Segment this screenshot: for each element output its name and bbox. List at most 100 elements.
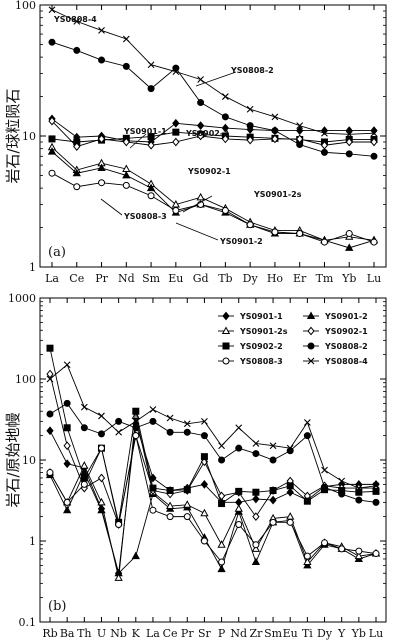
data-point xyxy=(132,417,140,425)
data-point xyxy=(252,450,260,458)
data-point xyxy=(345,150,353,158)
x-tick-label: Nd xyxy=(118,272,135,285)
data-point xyxy=(97,163,106,171)
data-point xyxy=(372,498,380,506)
y-tick-label: 10 xyxy=(22,454,36,467)
series-line xyxy=(49,471,377,575)
x-tick-label: Rb xyxy=(42,627,57,640)
series-line xyxy=(51,172,375,243)
x-tick-label: Tm xyxy=(316,272,334,285)
data-point xyxy=(46,344,54,352)
legend-marker xyxy=(306,311,316,319)
series-annotation: YS0901-2s xyxy=(253,190,302,199)
data-point xyxy=(165,501,175,510)
data-point xyxy=(235,444,243,452)
data-point xyxy=(321,483,329,491)
x-tick-label: Pr xyxy=(181,627,194,640)
data-point xyxy=(63,424,71,432)
data-point xyxy=(271,126,279,135)
data-point xyxy=(345,243,354,251)
series-YS0901-2s xyxy=(47,142,379,244)
series-line xyxy=(51,146,375,241)
data-point xyxy=(221,206,229,214)
data-point xyxy=(97,444,105,452)
data-point xyxy=(218,456,226,464)
legend-marker xyxy=(307,357,315,365)
data-point xyxy=(183,428,191,436)
data-point xyxy=(146,183,156,192)
data-point xyxy=(235,520,243,528)
data-point xyxy=(201,417,208,425)
legend-label: YS0901-1 xyxy=(239,312,283,321)
data-point xyxy=(218,500,226,508)
data-point xyxy=(63,459,71,469)
data-point xyxy=(172,64,180,72)
data-point xyxy=(172,118,180,128)
x-tick-label: Zr xyxy=(249,627,263,640)
data-point xyxy=(48,38,56,46)
series-line xyxy=(49,363,377,489)
data-point xyxy=(46,375,54,383)
legend-entry-YS0901-2s: YS0901-2s xyxy=(218,326,288,336)
data-point xyxy=(149,417,157,425)
data-point xyxy=(166,414,174,422)
data-point xyxy=(196,131,205,141)
data-point xyxy=(372,550,380,558)
data-point xyxy=(97,473,106,483)
data-point xyxy=(72,168,81,177)
data-point xyxy=(355,547,363,555)
data-point xyxy=(172,128,180,136)
data-point xyxy=(355,484,363,492)
series-annotation: YS0901-2 xyxy=(219,237,263,246)
data-point xyxy=(132,432,140,440)
data-point xyxy=(197,99,205,107)
x-tick-label: La xyxy=(45,272,59,285)
y-tick-label: 1 xyxy=(29,261,36,274)
x-tick-label: Ce xyxy=(69,272,84,285)
series-YS0902-1 xyxy=(46,369,380,529)
data-point xyxy=(269,442,277,450)
data-point xyxy=(63,505,72,514)
data-point xyxy=(217,491,226,501)
series-YS0901-2 xyxy=(45,468,381,577)
legend-label: YS0808-3 xyxy=(239,357,283,366)
x-tick-label: Nb xyxy=(110,627,127,640)
data-point xyxy=(200,432,208,440)
x-tick-label: Sm xyxy=(264,627,283,640)
data-point xyxy=(48,135,56,143)
data-point xyxy=(200,537,208,545)
data-point xyxy=(46,426,54,436)
panel-b-ylabel: 岩石/原始地幔 xyxy=(4,412,22,507)
data-point xyxy=(98,27,105,34)
data-point xyxy=(370,126,378,135)
data-point xyxy=(200,480,209,489)
data-point xyxy=(321,539,329,547)
legend-entry-YS0901-2: YS0901-2 xyxy=(303,311,368,321)
data-point xyxy=(246,105,254,113)
data-point xyxy=(320,148,328,156)
data-point xyxy=(132,424,140,432)
data-point xyxy=(221,93,229,100)
data-point xyxy=(122,137,130,147)
data-point xyxy=(269,518,277,526)
series-YS0808-4 xyxy=(48,6,378,138)
series-YS0808-2 xyxy=(48,38,378,160)
legend-label: YS0808-2 xyxy=(324,342,368,351)
panel-b-tag: (b) xyxy=(48,599,66,614)
data-point xyxy=(131,551,140,560)
series-line xyxy=(49,415,377,579)
data-point xyxy=(217,564,226,573)
series-annotation: YS0808-3 xyxy=(123,212,167,221)
data-point xyxy=(345,230,353,238)
data-point xyxy=(234,504,243,512)
data-point xyxy=(48,6,56,14)
data-point xyxy=(286,482,294,490)
series-YS0808-4 xyxy=(46,361,380,492)
data-point xyxy=(122,170,131,179)
series-annotation: YS0808-4 xyxy=(53,15,97,24)
x-tick-label: Y xyxy=(337,627,346,640)
legend-label: YS0902-2 xyxy=(239,342,283,351)
data-point xyxy=(63,441,71,451)
annotation-leader xyxy=(182,195,213,213)
